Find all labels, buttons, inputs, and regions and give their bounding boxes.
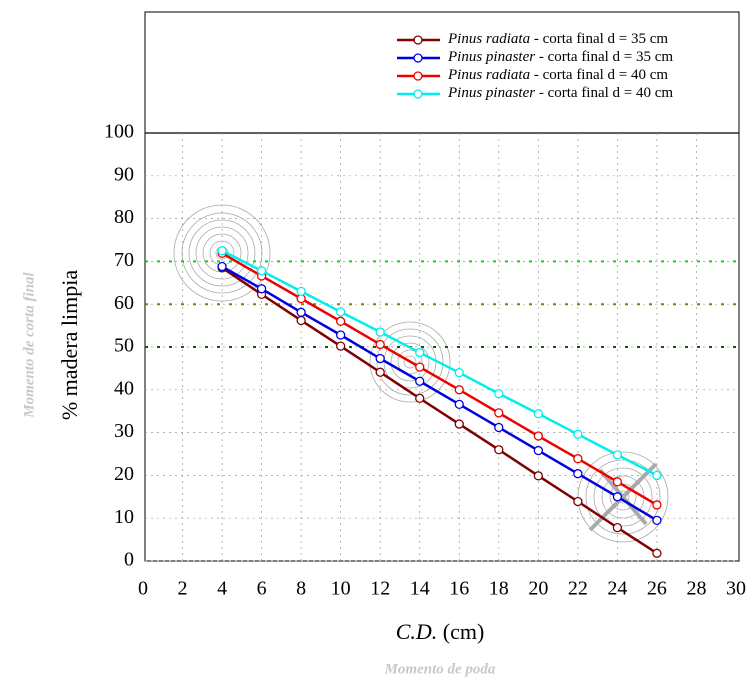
data-point <box>652 470 662 481</box>
data-point <box>375 327 385 337</box>
legend-label: Pinus pinaster - corta final d = 35 cm <box>447 49 673 65</box>
data-point <box>612 450 623 460</box>
side-annotation: Momento de corta final <box>21 271 37 418</box>
y-tick-label: 30 <box>114 420 134 442</box>
x-tick-label: 26 <box>647 578 667 600</box>
x-tick-label: 6 <box>257 578 267 600</box>
data-point <box>415 376 425 386</box>
x-tick-label: 24 <box>607 578 627 600</box>
data-point <box>256 284 267 294</box>
y-tick-label: 70 <box>114 249 134 271</box>
data-point <box>652 515 662 525</box>
legend-marker <box>413 89 423 99</box>
series-line <box>221 265 658 522</box>
data-point <box>296 315 306 326</box>
y-tick-label: 20 <box>114 463 134 485</box>
data-point <box>612 522 623 533</box>
frame <box>144 11 740 562</box>
legend-label: Pinus radiata - corta final d = 40 cm <box>447 67 668 83</box>
y-tick-label: 50 <box>114 335 134 357</box>
y-tick-label: 90 <box>114 163 134 185</box>
x-tick-label: 22 <box>568 578 588 600</box>
data-point <box>573 496 583 507</box>
x-tick-label: 8 <box>296 578 306 600</box>
x-tick-label: 16 <box>449 578 469 600</box>
data-point <box>454 419 464 429</box>
data-point <box>533 445 543 456</box>
data-point <box>652 500 662 510</box>
data-point <box>336 330 346 340</box>
data-point <box>217 246 227 256</box>
data-point <box>415 393 425 404</box>
series-line <box>221 252 658 507</box>
data-point <box>296 307 306 317</box>
data-point <box>375 339 385 350</box>
data-point <box>533 431 543 441</box>
x-tick-label: 12 <box>370 578 390 600</box>
data-point <box>533 409 543 419</box>
legend-label: Pinus radiata - corta final d = 35 cm <box>447 31 668 47</box>
y-tick-label: 40 <box>114 377 134 399</box>
data-point <box>336 341 346 351</box>
x-tick-label: 0 <box>138 578 148 600</box>
bottom-annotation: Momento de poda <box>384 661 496 677</box>
data-point <box>415 362 425 372</box>
legend-marker <box>413 35 423 45</box>
decorations <box>173 204 669 543</box>
data-point <box>296 286 306 297</box>
data-point <box>494 408 504 418</box>
data-point <box>375 367 385 377</box>
data-point <box>494 422 504 433</box>
legend-marker <box>413 53 423 63</box>
x-tick-label: 14 <box>410 578 430 600</box>
data-point <box>573 469 583 479</box>
legend-label: Pinus pinaster - corta final d = 40 cm <box>447 85 673 101</box>
y-axis-label: % madera limpia <box>57 270 82 421</box>
data-point <box>336 307 346 317</box>
data-point <box>454 399 464 410</box>
legend-marker <box>413 71 423 81</box>
y-tick-label: 100 <box>104 121 134 143</box>
data-point <box>612 477 623 487</box>
x-tick-label: 10 <box>331 578 351 600</box>
series-line <box>221 266 658 555</box>
data-point <box>612 492 623 502</box>
y-tick-label: 80 <box>114 206 134 228</box>
series-line <box>221 249 658 477</box>
x-tick-label: 20 <box>528 578 548 600</box>
data-point <box>375 353 385 364</box>
data-point <box>652 548 662 558</box>
x-tick-label: 2 <box>178 578 188 600</box>
y-tick-label: 10 <box>114 506 134 528</box>
x-tick-label: 30 <box>726 578 746 600</box>
x-tick-label: 28 <box>686 578 706 600</box>
x-tick-label: 4 <box>217 578 227 600</box>
data-point <box>454 385 464 395</box>
data-point <box>573 429 583 439</box>
data-point <box>217 261 227 272</box>
data-point <box>494 389 504 399</box>
x-tick-label: 18 <box>489 578 509 600</box>
data-point <box>256 266 267 276</box>
x-axis-label: C.D. (cm) <box>396 619 485 644</box>
y-tick-label: 60 <box>114 292 134 314</box>
data-point <box>533 471 543 481</box>
data-point <box>573 454 583 464</box>
data-point <box>336 316 346 326</box>
y-tick-label: 0 <box>124 549 134 571</box>
data-point <box>494 445 504 455</box>
data-point <box>415 347 425 358</box>
data-point <box>454 368 464 378</box>
